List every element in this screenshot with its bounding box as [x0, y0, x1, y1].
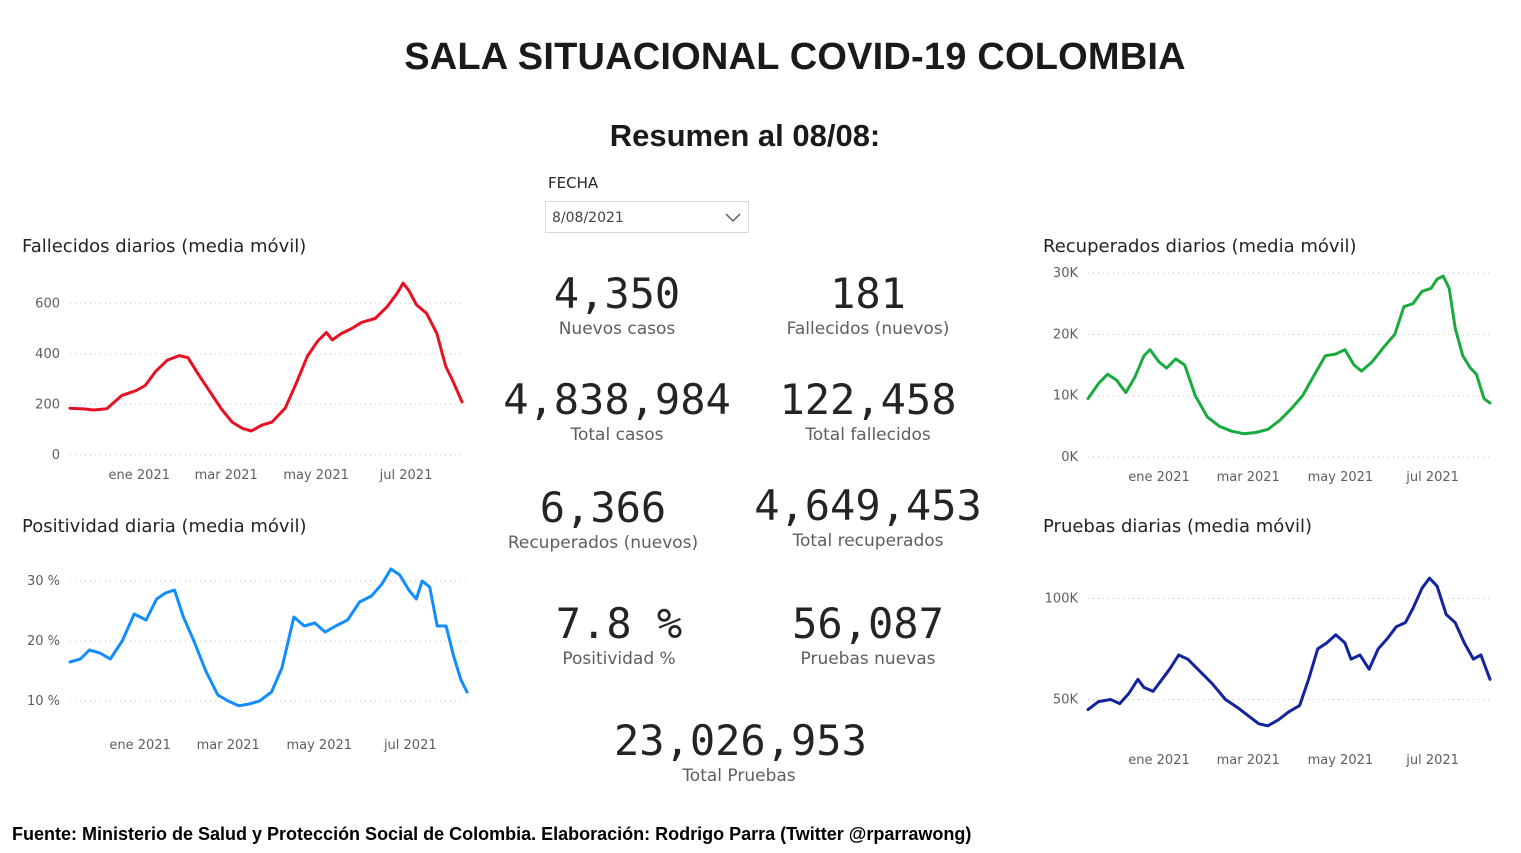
kpi-label: Recuperados (nuevos): [507, 533, 699, 553]
y-tick-label: 0: [52, 448, 60, 463]
pruebas-line-chart: 50K 100K ene 2021 mar 2021 may 2021 jul 2021: [1045, 576, 1492, 768]
page-subtitle: Resumen al 08/08:: [609, 118, 881, 153]
positividad-series-line: [68, 567, 469, 708]
date-filter-label: FECHA: [548, 174, 599, 192]
y-tick-label: 10K: [1053, 389, 1079, 404]
chevron-down-icon[interactable]: [724, 208, 742, 226]
x-tick-label: jul 2021: [1405, 470, 1459, 485]
y-tick-label: 100K: [1045, 591, 1079, 606]
positividad-line-chart: 10 % 20 % 30 % ene 2021 mar 2021 may 2021 jul …: [27, 567, 469, 753]
x-tick-label: jul 2021: [383, 738, 437, 753]
kpi-label: Total recuperados: [792, 531, 944, 551]
kpi-label: Total casos: [570, 425, 664, 445]
x-tick-label: may 2021: [1308, 470, 1374, 485]
x-tick-label: ene 2021: [109, 738, 170, 753]
x-tick-label: mar 2021: [195, 468, 258, 483]
x-tick-label: mar 2021: [197, 738, 260, 753]
x-tick-label: jul 2021: [1405, 753, 1459, 768]
kpi-total-pruebas: 23,026,953 Total Pruebas: [614, 716, 867, 787]
kpi-total-casos: 4,838,984 Total casos: [497, 376, 737, 446]
y-tick-label: 30 %: [27, 574, 60, 589]
positividad-chart-title: Positividad diaria (media móvil): [22, 516, 307, 537]
y-tick-label: 10 %: [27, 694, 60, 709]
date-filter-value: 8/08/2021: [552, 210, 624, 226]
kpi-label: Positividad %: [562, 649, 676, 669]
kpi-label: Pruebas nuevas: [800, 649, 936, 669]
kpi-label: Total Pruebas: [682, 766, 796, 786]
fallecidos-line-chart: 0 200 400 600 ene 2021 mar 2021 may 2021 jul 20…: [35, 281, 464, 483]
x-tick-label: may 2021: [1308, 753, 1374, 768]
kpi-recuperados-nuevos: 6,366 Recuperados (nuevos): [493, 484, 713, 554]
x-tick-label: jul 2021: [379, 468, 433, 483]
kpi-total-fallecidos: 122,458 Total fallecidos: [758, 376, 978, 446]
kpi-positividad: 7.8 % Positividad %: [509, 600, 729, 670]
kpi-value: 181: [830, 269, 906, 318]
y-tick-label: 200: [35, 397, 60, 412]
fallecidos-series-line: [68, 281, 464, 433]
recuperados-line-chart: 0K 10K 20K 30K ene 2021 mar 2021 may 2021 jul 2…: [1053, 266, 1492, 485]
y-tick-label: 600: [35, 296, 60, 311]
source-footer: Fuente: Ministerio de Salud y Protección…: [12, 824, 972, 844]
recuperados-chart-title: Recuperados diarios (media móvil): [1043, 236, 1357, 257]
x-tick-label: ene 2021: [1128, 470, 1189, 485]
x-tick-label: ene 2021: [109, 468, 170, 483]
kpi-value: 7.8 %: [555, 599, 683, 648]
kpi-nuevos-casos: 4,350 Nuevos casos: [517, 270, 717, 340]
page-title: SALA SITUACIONAL COVID-19 COLOMBIA: [404, 36, 1186, 78]
kpi-total-recuperados: 4,649,453 Total recuperados: [748, 482, 988, 552]
y-tick-label: 20K: [1053, 327, 1079, 342]
fallecidos-chart-title: Fallecidos diarios (media móvil): [22, 236, 307, 257]
x-tick-label: mar 2021: [1217, 753, 1280, 768]
pruebas-series-line: [1086, 576, 1492, 728]
x-tick-label: may 2021: [283, 468, 349, 483]
y-tick-label: 400: [35, 347, 60, 362]
kpi-label: Fallecidos (nuevos): [786, 319, 950, 339]
kpi-value: 122,458: [779, 375, 957, 424]
x-tick-label: mar 2021: [1217, 470, 1280, 485]
kpi-pruebas-nuevas: 56,087 Pruebas nuevas: [758, 600, 978, 670]
recuperados-series-line: [1086, 274, 1492, 436]
x-tick-label: ene 2021: [1128, 753, 1189, 768]
kpi-value: 56,087: [792, 599, 944, 648]
kpi-value: 4,350: [553, 269, 681, 318]
kpi-value: 4,649,453: [754, 481, 982, 530]
x-tick-label: may 2021: [286, 738, 352, 753]
date-filter-dropdown[interactable]: 8/08/2021: [545, 201, 749, 233]
kpi-label: Nuevos casos: [558, 319, 676, 339]
kpi-value: 4,838,984: [503, 375, 731, 424]
kpi-label: Total fallecidos: [805, 425, 931, 445]
y-tick-label: 50K: [1053, 693, 1079, 708]
y-tick-label: 20 %: [27, 634, 60, 649]
y-tick-label: 0K: [1061, 450, 1078, 465]
pruebas-chart-title: Pruebas diarias (media móvil): [1043, 516, 1312, 537]
kpi-value: 6,366: [539, 483, 667, 532]
y-tick-label: 30K: [1053, 266, 1079, 281]
kpi-fallecidos-nuevos: 181 Fallecidos (nuevos): [758, 270, 978, 340]
kpi-value: 23,026,953: [614, 716, 867, 765]
